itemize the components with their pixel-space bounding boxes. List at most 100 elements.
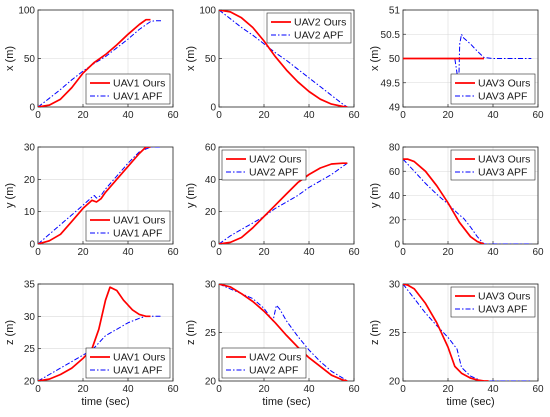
- legend-box: [450, 73, 536, 105]
- y-tick-label: 35: [24, 280, 36, 291]
- y-tick-label: 30: [389, 280, 401, 291]
- legend-label: UAV2 APF: [249, 365, 298, 377]
- y-axis-label: z (m): [185, 320, 197, 345]
- y-tick-label: 20: [389, 377, 401, 388]
- legend-box: [266, 12, 352, 44]
- legend-label: UAV2 Ours: [294, 17, 346, 29]
- y-tick-label: 20: [24, 377, 36, 388]
- legend-box: [85, 347, 171, 379]
- y-tick-label: 25: [205, 328, 217, 339]
- x-tick-label: 60: [348, 247, 360, 258]
- x-tick-label: 60: [348, 384, 360, 395]
- legend-box: [85, 210, 171, 242]
- x-tick-label: 60: [167, 384, 179, 395]
- legend-label: UAV2 APF: [294, 30, 343, 42]
- series-line-apf: [38, 20, 162, 107]
- x-tick-label: 0: [35, 110, 41, 121]
- x-tick-label: 20: [77, 384, 89, 395]
- x-tick-label: 0: [216, 247, 222, 258]
- series-line-apf: [403, 284, 532, 381]
- y-tick-label: 20: [389, 215, 401, 226]
- y-tick-label: 100: [199, 6, 216, 17]
- y-tick-label: 100: [18, 6, 35, 17]
- x-tick-label: 60: [532, 384, 544, 395]
- x-axis-label: time (sec): [262, 396, 310, 408]
- legend-label: UAV1 Ours: [113, 215, 165, 227]
- x-tick-label: 60: [348, 110, 360, 121]
- series-line-ours: [38, 147, 151, 244]
- legend-box: [221, 149, 307, 181]
- legend-box: [221, 347, 307, 379]
- series-line-apf: [403, 33, 532, 98]
- axes-box: [218, 146, 355, 245]
- y-axis-label: y (m): [4, 183, 16, 208]
- y-axis-label: z (m): [369, 320, 381, 345]
- legend-label: UAV3 Ours: [478, 78, 530, 90]
- x-tick-label: 0: [35, 247, 41, 258]
- x-tick-label: 0: [216, 110, 222, 121]
- y-tick-label: 25: [24, 344, 36, 355]
- series-line-apf: [38, 147, 162, 244]
- legend-label: UAV3 APF: [478, 91, 527, 103]
- y-tick-label: 50: [24, 54, 36, 65]
- x-tick-label: 40: [122, 384, 134, 395]
- x-tick-label: 20: [77, 110, 89, 121]
- axes-box: [37, 146, 174, 245]
- legend-label: UAV3 APF: [478, 304, 527, 316]
- y-tick-label: 30: [24, 312, 36, 323]
- y-tick-label: 30: [205, 280, 217, 291]
- x-tick-label: 40: [303, 247, 315, 258]
- series-line-ours: [219, 162, 348, 244]
- x-tick-label: 0: [400, 110, 406, 121]
- x-tick-label: 20: [77, 247, 89, 258]
- legend-label: UAV1 APF: [113, 91, 162, 103]
- y-tick-label: 49.5: [381, 78, 401, 89]
- x-tick-label: 0: [216, 384, 222, 395]
- x-tick-label: 20: [258, 384, 270, 395]
- x-tick-label: 60: [532, 110, 544, 121]
- legend-label: UAV2 Ours: [249, 154, 301, 166]
- legend-box: [450, 286, 536, 318]
- x-axis-label: time (sec): [81, 396, 129, 408]
- y-tick-label: 20: [24, 175, 36, 186]
- subplot-3: 0 20 40 60 49 49.5 50 50.5 51 x (m) UAV3 OursUAV3 …: [369, 6, 544, 122]
- y-tick-label: 0: [29, 240, 35, 251]
- y-axis-label: y (m): [369, 183, 381, 208]
- x-tick-label: 20: [442, 384, 454, 395]
- y-axis-label: z (m): [4, 320, 16, 345]
- legend-label: UAV1 Ours: [113, 352, 165, 364]
- series-line-apf: [403, 158, 532, 244]
- legend-label: UAV3 Ours: [478, 154, 530, 166]
- y-tick-label: 50: [205, 54, 217, 65]
- x-tick-label: 20: [442, 247, 454, 258]
- y-tick-label: 80: [389, 143, 401, 154]
- y-tick-label: 25: [389, 328, 401, 339]
- y-tick-label: 40: [389, 191, 401, 202]
- x-tick-label: 40: [487, 247, 499, 258]
- x-tick-label: 40: [122, 247, 134, 258]
- y-tick-label: 20: [205, 377, 217, 388]
- legend-box: [450, 149, 536, 181]
- legend-label: UAV1 Ours: [113, 78, 165, 90]
- legend-label: UAV3 APF: [478, 167, 527, 179]
- series-line-apf: [219, 10, 348, 107]
- y-tick-label: 20: [205, 207, 217, 218]
- x-tick-label: 0: [400, 247, 406, 258]
- y-tick-label: 60: [205, 143, 217, 154]
- x-tick-label: 40: [487, 384, 499, 395]
- y-axis-label: x (m): [4, 46, 16, 71]
- x-tick-label: 20: [258, 110, 270, 121]
- y-tick-label: 60: [389, 167, 401, 178]
- series-line-ours: [403, 284, 489, 381]
- y-tick-label: 50: [389, 54, 401, 65]
